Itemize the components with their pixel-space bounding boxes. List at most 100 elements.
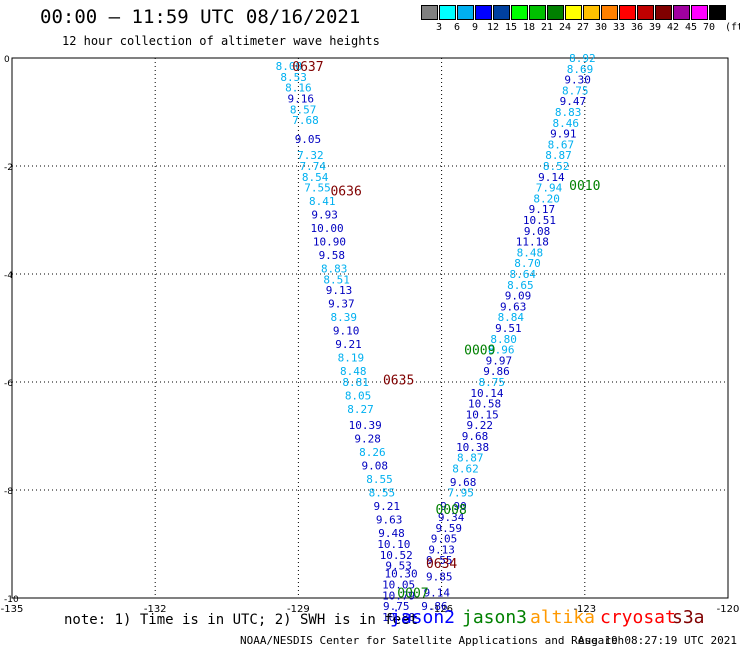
swh-value: 9.05 [295,133,322,146]
swh-value: 10.52 [380,549,413,562]
y-tick-label: -8 [4,487,13,497]
color-swatch [619,5,636,20]
swh-value: 9.59 [436,522,463,535]
x-tick-label: -123 [573,604,596,615]
swh-value: 8.26 [359,446,386,459]
track-time-label: 0635 [383,373,414,388]
swh-value: 10.88 [382,611,415,624]
swh-value: 10.79 [382,589,415,602]
y-tick-label: -4 [4,271,13,281]
color-scale-label: 15 [504,22,518,33]
legend-item-jason3: jason3 [462,607,528,628]
swh-value: 9.93 [311,209,338,222]
swh-value: 8.83 [321,263,348,276]
swh-value: 9.28 [354,433,381,446]
color-scale-label: 30 [594,22,608,33]
swh-value: 9.47 [560,95,587,108]
swh-value: 8.64 [509,268,536,281]
swh-value: 9.08 [524,225,551,238]
color-swatch [709,5,726,20]
swh-value: 10.51 [523,214,556,227]
color-swatch [691,5,708,20]
color-swatch [565,5,582,20]
swh-value: 10.05 [382,579,415,592]
track-time-label: 0010 [569,179,600,194]
x-tick-label: -120 [717,604,740,615]
swh-value: 7.32 [297,149,324,162]
swh-value: 8.46 [552,117,579,130]
swh-value: 9.22 [467,419,494,432]
color-scale-label: 24 [558,22,572,33]
swh-value: 9.91 [550,128,577,141]
swh-value: 8.80 [490,333,517,346]
color-swatch [511,5,528,20]
swh-value: 9.21 [335,338,362,351]
swh-value: 9.75 [383,600,410,613]
swh-value: 8.96 [488,344,515,357]
swh-value: 8.75 [562,84,589,97]
legend-item-s3a: s3a [672,607,705,628]
color-swatch [529,5,546,20]
color-swatch [655,5,672,20]
swh-value: 7.68 [292,114,319,127]
swh-value: 10.90 [313,236,346,249]
x-tick-label: -135 [1,604,24,615]
swh-value: 9.10 [333,325,360,338]
swh-value: 10.15 [466,408,499,421]
x-tick-label: -126 [430,604,453,615]
color-swatch [457,5,474,20]
swh-value: 8.67 [548,138,575,151]
swh-value: 8.92 [569,52,596,65]
color-swatch [583,5,600,20]
timestamp-text: Aug 19 08:27:19 UTC 2021 [578,634,737,647]
color-swatch [421,5,438,20]
color-swatch [673,5,690,20]
color-swatch [547,5,564,20]
swh-value: 9.13 [428,543,455,556]
y-tick-label: -2 [4,163,13,173]
legend-item-altika: altika [530,607,596,628]
color-scale-label: 9 [471,22,479,33]
note-text: note: 1) Time is in UTC; 2) SWH is in fe… [64,612,419,628]
swh-value: 8.75 [478,376,505,389]
swh-value: 9.30 [564,74,591,87]
swh-value: 9.16 [288,93,315,106]
color-scale-label: 42 [666,22,680,33]
swh-value: 7.55 [304,182,331,195]
swh-value: 9.63 [500,300,527,313]
swh-value: 9.68 [462,430,489,443]
swh-value: 8.57 [290,103,317,116]
legend-item-jason2: jason2 [390,607,456,628]
swh-value: 9.48 [378,527,405,540]
track-time-label: 0637 [292,60,323,75]
swh-value: 9.58 [319,249,346,262]
swh-value: 8.39 [330,311,357,324]
swh-value: 8.51 [323,273,350,286]
swh-value: 8.08 [276,60,303,73]
track-time-label: 0636 [330,184,361,199]
swh-value: 8.55 [366,473,393,486]
swh-value: 8.53 [280,71,307,84]
color-scale-label: 45 [684,22,698,33]
color-scale-label: 27 [576,22,590,33]
swh-value: 7.94 [536,182,563,195]
color-swatch [601,5,618,20]
swh-value: 8.83 [555,106,582,119]
swh-value: 8.84 [498,311,525,324]
swh-value: 8.05 [345,390,372,403]
x-tick-label: -129 [287,604,310,615]
swh-value: 10.00 [310,222,343,235]
swh-value: 8.16 [285,82,312,95]
swh-value: 10.58 [468,398,501,411]
swh-value: 8.20 [533,192,560,205]
color-swatch [637,5,654,20]
swh-value: 8.69 [567,63,594,76]
swh-value: 8.48 [517,246,544,259]
color-scale-label: 70 [702,22,716,33]
swh-value: 10.38 [456,441,489,454]
swh-value: 9.17 [529,203,556,216]
track-time-label: 0007 [397,587,428,602]
swh-value: 10.30 [384,568,417,581]
swh-value: 8.27 [347,403,374,416]
swh-value: 11.18 [516,236,549,249]
